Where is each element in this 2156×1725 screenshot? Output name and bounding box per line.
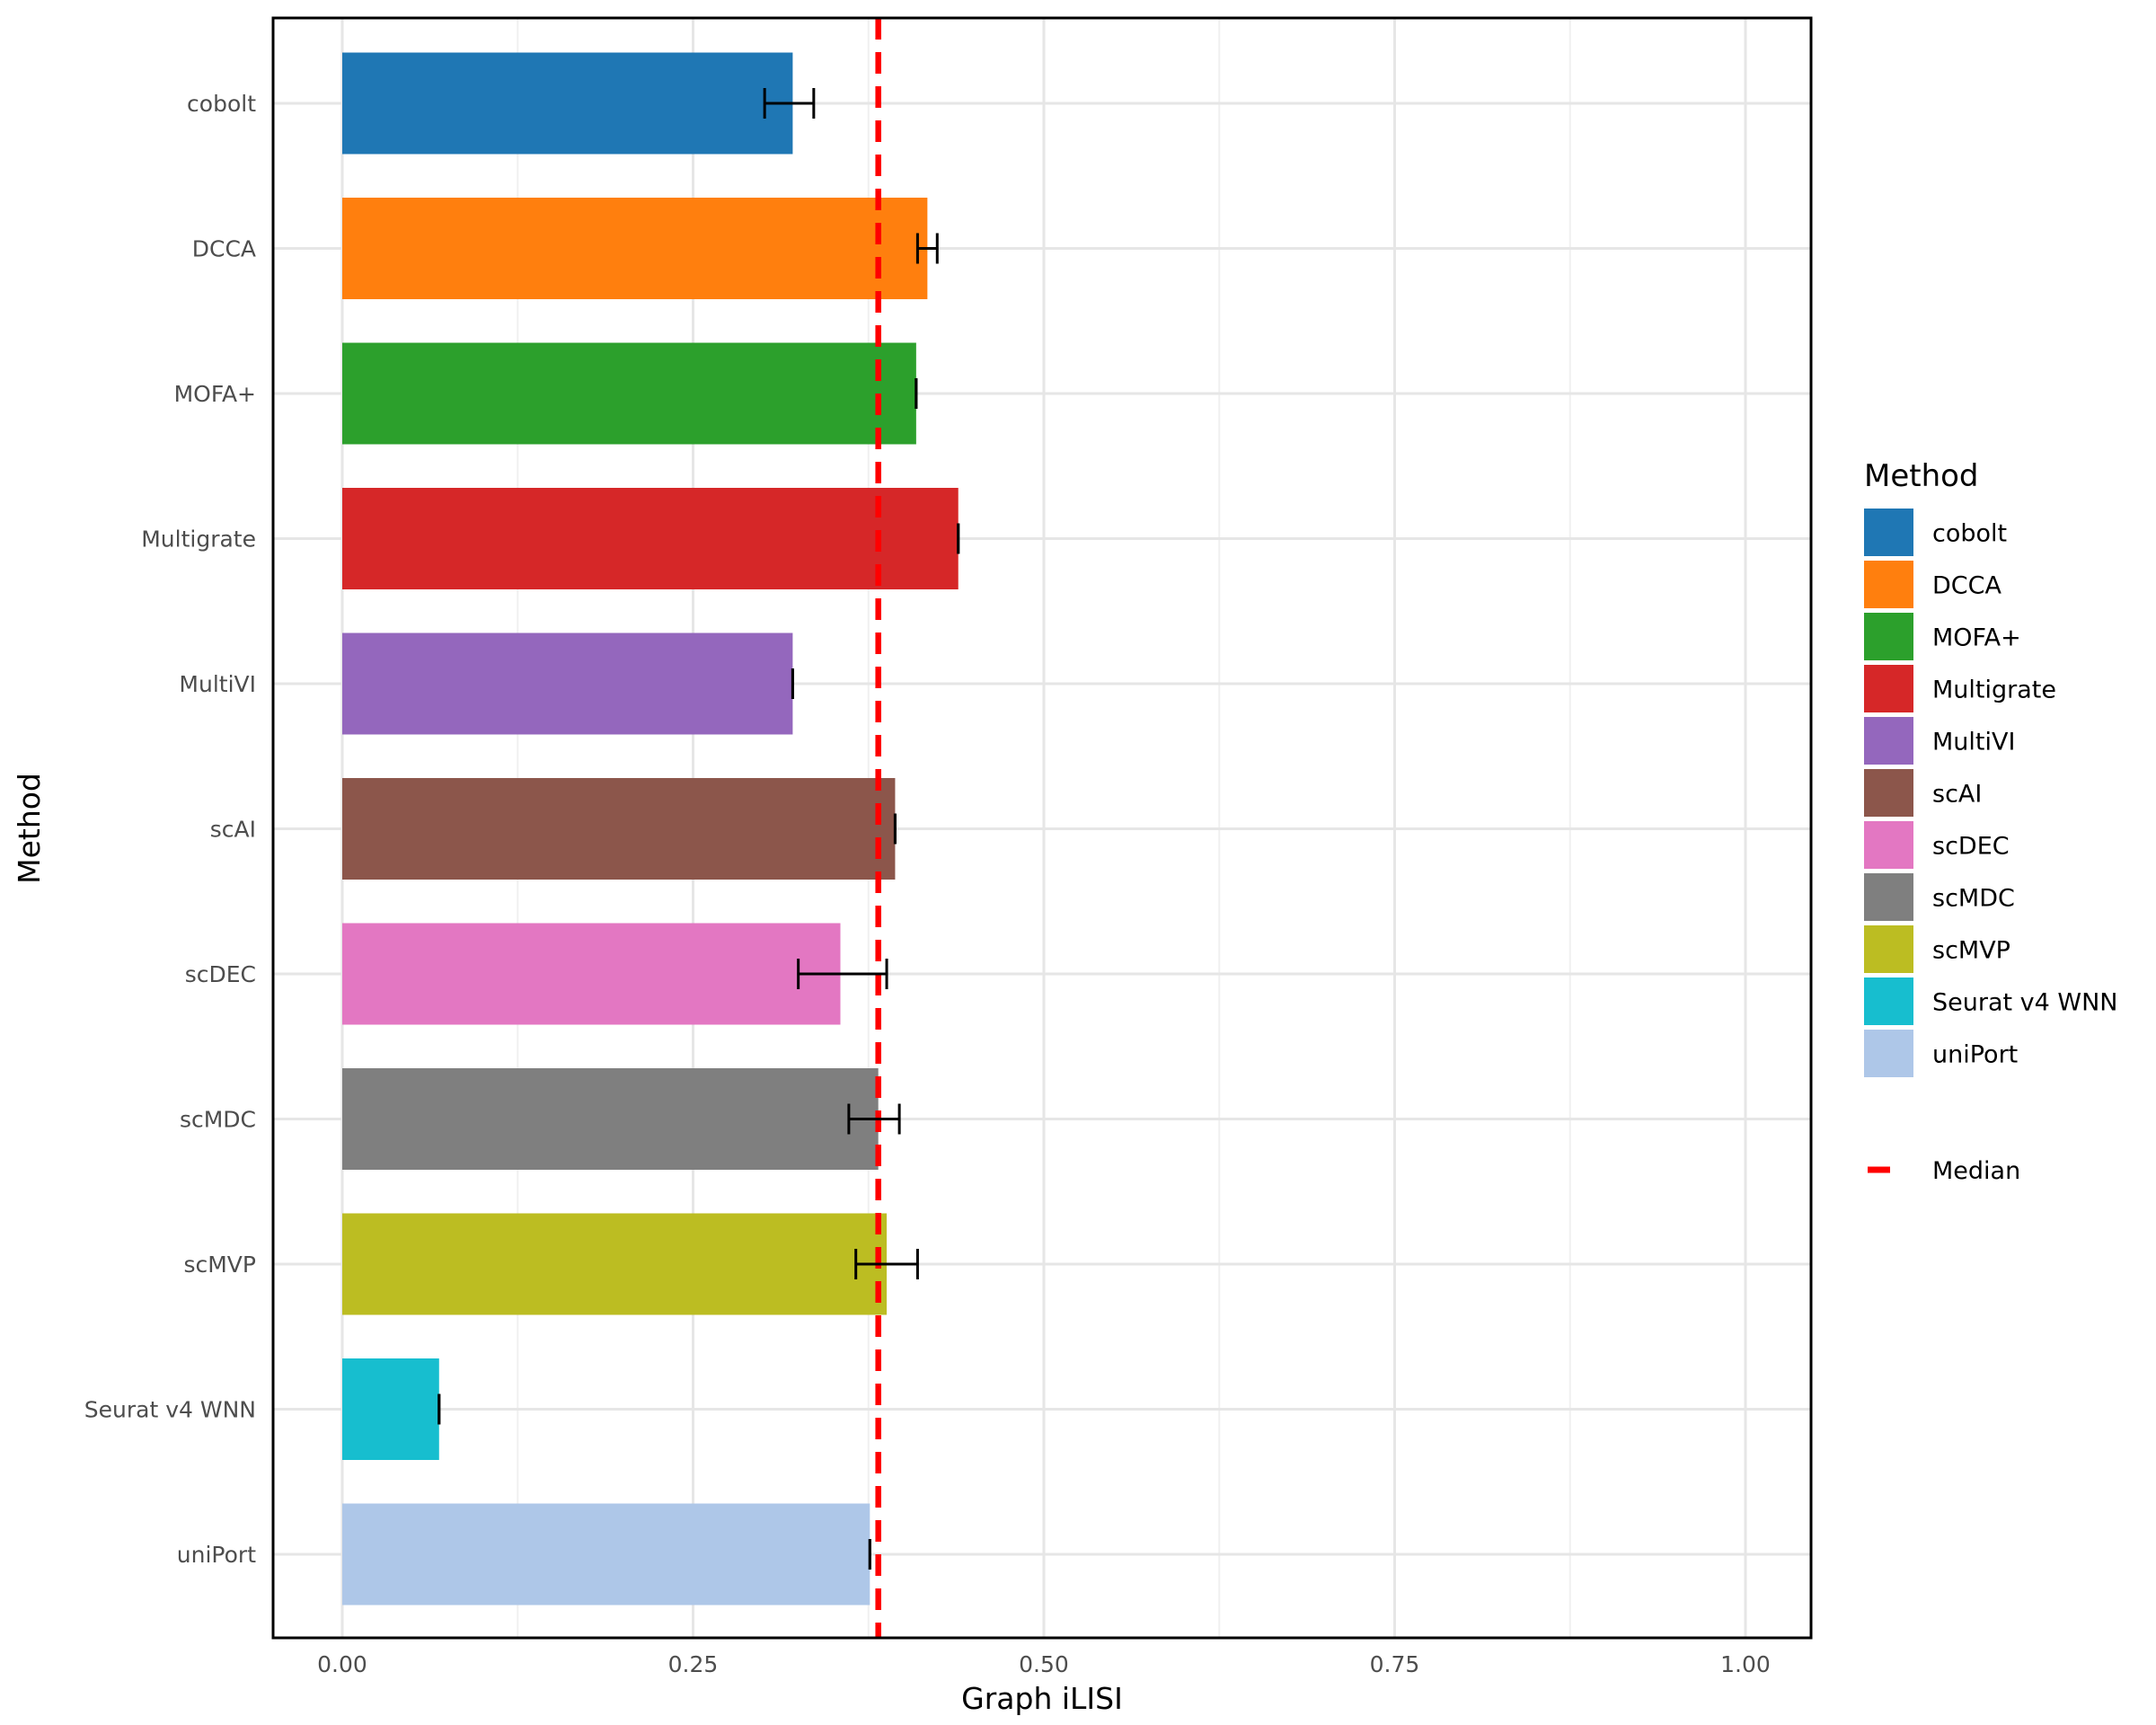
x-tick-label: 0.25 bbox=[668, 1651, 719, 1677]
legend-key bbox=[1864, 873, 1913, 921]
legend-item: MOFA+ bbox=[1864, 613, 2021, 660]
legend-key bbox=[1864, 769, 1913, 817]
y-tick-label: DCCA bbox=[192, 236, 256, 262]
bar-scmdc bbox=[342, 1068, 879, 1170]
y-tick-label: uniPort bbox=[177, 1542, 256, 1568]
legend-label: Seurat v4 WNN bbox=[1932, 989, 2118, 1017]
bar-scmvp bbox=[342, 1213, 888, 1315]
y-tick-label: scMVP bbox=[183, 1252, 256, 1278]
legend: Method cobolt DCCA MOFA+ Multigrate MultiVI s… bbox=[1864, 458, 2118, 1185]
x-axis-title: Graph iLISI bbox=[961, 1681, 1123, 1716]
legend-label: scAI bbox=[1932, 781, 1982, 809]
legend-item: MultiVI bbox=[1864, 717, 2015, 765]
legend-key bbox=[1864, 561, 1913, 608]
bar-scai bbox=[342, 778, 896, 880]
bar-cobolt bbox=[342, 52, 793, 155]
y-tick-label: cobolt bbox=[187, 91, 256, 117]
legend-label: scMVP bbox=[1932, 937, 2010, 965]
error-bar-layer bbox=[437, 88, 960, 1570]
y-tick-label: Multigrate bbox=[141, 526, 256, 553]
error-bar bbox=[797, 959, 888, 989]
legend-label: MultiVI bbox=[1932, 729, 2015, 756]
x-tick-label: 1.00 bbox=[1720, 1651, 1771, 1677]
bar-mofa- bbox=[342, 342, 916, 445]
plot-panel-border bbox=[271, 16, 1813, 1640]
y-tick-label: Seurat v4 WNN bbox=[84, 1397, 256, 1423]
error-bar bbox=[854, 1249, 919, 1279]
legend-label: Multigrate bbox=[1932, 677, 2056, 704]
y-tick-label: scDEC bbox=[185, 961, 256, 987]
legend-item: scDEC bbox=[1864, 821, 2010, 869]
error-bar bbox=[763, 88, 816, 119]
legend-key bbox=[1864, 613, 1913, 660]
legend-item: DCCA bbox=[1864, 561, 2001, 608]
bar-scdec bbox=[342, 923, 841, 1025]
y-tick-labels: cobolt DCCA MOFA+ Multigrate MultiVI scAI scDE… bbox=[84, 91, 256, 1568]
legend-item: scMDC bbox=[1864, 873, 2015, 921]
bar-seurat-v4-wnn bbox=[342, 1358, 439, 1460]
legend-label: uniPort bbox=[1932, 1041, 2018, 1069]
error-bar bbox=[915, 233, 939, 264]
legend-item: Seurat v4 WNN bbox=[1864, 978, 2118, 1025]
legend-item-median: Median bbox=[1868, 1157, 2020, 1185]
bar-uniport bbox=[342, 1503, 870, 1606]
legend-label: DCCA bbox=[1932, 572, 2001, 600]
legend-key bbox=[1864, 978, 1913, 1025]
legend-item: cobolt bbox=[1864, 509, 2007, 556]
legend-item: Multigrate bbox=[1864, 665, 2056, 712]
legend-item: scAI bbox=[1864, 769, 1982, 817]
legend-item: scMVP bbox=[1864, 925, 2010, 973]
legend-key bbox=[1864, 925, 1913, 973]
y-tick-label: MultiVI bbox=[179, 671, 256, 697]
legend-title: Method bbox=[1864, 458, 1979, 494]
legend-item: uniPort bbox=[1864, 1030, 2018, 1077]
legend-label: scDEC bbox=[1932, 833, 2010, 861]
x-tick-label: 0.75 bbox=[1370, 1651, 1420, 1677]
x-tick-label: 0.00 bbox=[317, 1651, 367, 1677]
y-axis-title: Method bbox=[12, 773, 47, 884]
legend-key bbox=[1864, 665, 1913, 712]
x-tick-labels: 0.00 0.25 0.50 0.75 1.00 bbox=[317, 1651, 1771, 1677]
bar-multigrate bbox=[342, 488, 959, 589]
y-tick-label: scAI bbox=[210, 817, 256, 843]
legend-label: cobolt bbox=[1932, 520, 2007, 548]
error-bar bbox=[847, 1103, 901, 1135]
legend-label: scMDC bbox=[1932, 885, 2015, 913]
legend-median-label: Median bbox=[1932, 1157, 2020, 1185]
x-tick-label: 0.50 bbox=[1019, 1651, 1069, 1677]
legend-key bbox=[1864, 1030, 1913, 1077]
legend-key bbox=[1864, 509, 1913, 556]
legend-key bbox=[1864, 717, 1913, 765]
bar-dcca bbox=[342, 198, 928, 299]
bar-layer bbox=[342, 52, 959, 1606]
legend-items: cobolt DCCA MOFA+ Multigrate MultiVI scAI scDE… bbox=[1864, 509, 2118, 1185]
legend-key bbox=[1864, 821, 1913, 869]
bar-multivi bbox=[342, 632, 793, 735]
legend-label: MOFA+ bbox=[1932, 624, 2021, 652]
y-tick-label: scMDC bbox=[180, 1107, 256, 1133]
y-tick-label: MOFA+ bbox=[174, 381, 256, 407]
